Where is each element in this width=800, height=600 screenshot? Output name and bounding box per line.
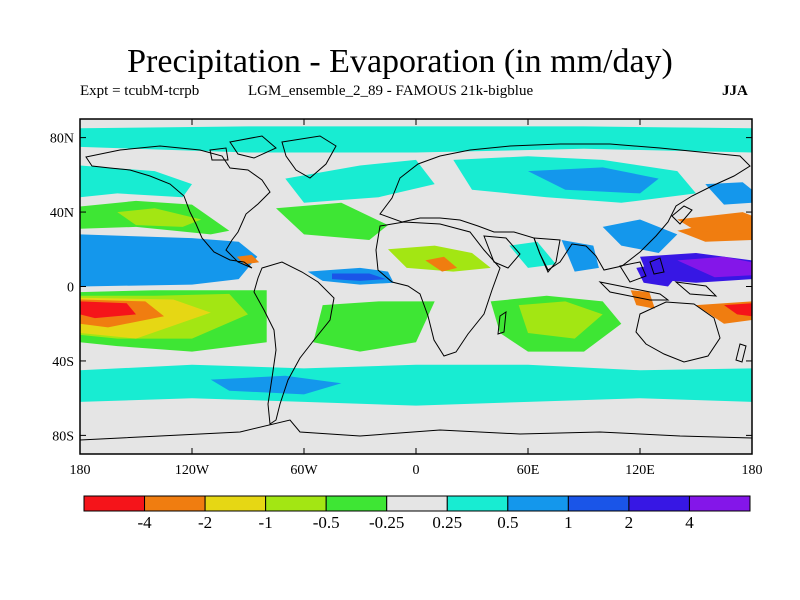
- colorbar-swatch: [204, 495, 267, 512]
- field-region: [509, 241, 556, 268]
- lon-tick-label: 120W: [175, 463, 210, 478]
- coast-greenland: [281, 135, 337, 179]
- colorbar-label: 4: [685, 513, 694, 532]
- field-region: [313, 301, 435, 352]
- field-region: [528, 167, 659, 194]
- field-region: [724, 303, 752, 317]
- colorbar-swatch: [83, 495, 146, 512]
- field-region: [276, 202, 388, 240]
- coast-new-zealand: [735, 343, 747, 363]
- lon-tick-label: 60E: [517, 463, 540, 478]
- lon-tick-label: 0: [413, 463, 420, 478]
- lat-tick-label: 80S: [52, 429, 74, 444]
- field-region: [80, 364, 752, 406]
- field-region: [677, 256, 752, 278]
- colorbar-label: -0.25: [369, 513, 404, 532]
- coast-antarctica: [80, 419, 752, 441]
- colorbar-swatch: [386, 495, 448, 512]
- colorbar-label: -2: [198, 513, 212, 532]
- field-region: [117, 208, 202, 227]
- field-regions: [80, 126, 752, 406]
- colorbar-label: 2: [625, 513, 634, 532]
- field-region: [630, 290, 655, 309]
- lat-tick-label: 80N: [50, 132, 74, 147]
- coast-south-america: [253, 261, 335, 425]
- coast-japan: [671, 205, 693, 225]
- colorbar-label: 1: [564, 513, 573, 532]
- field-region: [80, 234, 258, 287]
- run-label: LGM_ensemble_2_89 - FAMOUS 21k-bigblue: [248, 83, 534, 99]
- coast-madagascar: [497, 310, 507, 335]
- coast-arctic-islands: [209, 135, 277, 161]
- colorbar-swatch: [446, 495, 509, 512]
- coast-africa: [375, 221, 501, 357]
- field-region: [80, 301, 136, 319]
- experiment-label: Expt = tcubM-tcrpb: [80, 83, 200, 99]
- field-region: [285, 159, 435, 203]
- lon-tick-label: 180: [742, 463, 763, 478]
- field-region: [518, 301, 603, 339]
- lat-tick-label: 0: [67, 281, 74, 296]
- field-region: [332, 273, 387, 281]
- colorbar: -4 -2 -1 -0.5 -0.25 0.25 0.5 1 2 4: [83, 495, 751, 532]
- chart-title: Precipitation - Evaporation (in mm/day): [127, 43, 673, 80]
- axis-ticks: 80N 40N 0 40S 80S 180 120W 60W 0 60E 120E 180: [50, 119, 763, 478]
- lon-tick-label: 120E: [625, 463, 655, 478]
- lat-tick-label: 40S: [52, 355, 74, 370]
- season-label: JJA: [722, 83, 748, 99]
- coast-arabia: [483, 235, 521, 269]
- field-region: [80, 126, 752, 153]
- colorbar-label: 0.5: [497, 513, 518, 532]
- coast-eurasia: [379, 143, 751, 271]
- colorbar-swatch: [144, 495, 206, 512]
- colorbar-label: -0.5: [313, 513, 340, 532]
- field-region: [602, 219, 678, 253]
- colorbar-label: -4: [137, 513, 152, 532]
- coast-maritime: [598, 257, 718, 301]
- colorbar-swatch: [507, 495, 569, 512]
- colorbar-swatch: [325, 495, 388, 512]
- colorbar-label: 0.25: [432, 513, 462, 532]
- coast-north-america: [85, 145, 271, 269]
- colorbar-label: -1: [259, 513, 273, 532]
- colorbar-swatch: [265, 495, 327, 512]
- colorbar-swatch: [567, 495, 630, 512]
- lon-tick-label: 60W: [290, 463, 318, 478]
- coastlines: [80, 135, 752, 441]
- colorbar-swatch: [628, 495, 690, 512]
- coast-india: [533, 237, 561, 273]
- field-region: [210, 375, 342, 395]
- coast-australia: [635, 301, 721, 363]
- field-region: [705, 182, 752, 205]
- field-region: [80, 165, 192, 198]
- field-region: [677, 212, 752, 235]
- colorbar-swatch: [688, 495, 751, 512]
- lat-tick-label: 40N: [50, 206, 74, 221]
- lon-tick-label: 180: [70, 463, 91, 478]
- field-region: [561, 240, 599, 272]
- field-region: [425, 256, 458, 272]
